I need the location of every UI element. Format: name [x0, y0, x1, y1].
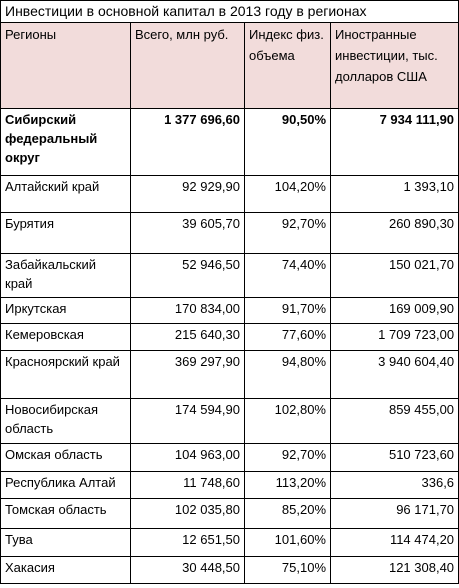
region-cell: Кемеровская — [0, 323, 131, 351]
value-cell: 52 946,50 — [130, 253, 245, 298]
header-row: Регионы Всего, млн руб. Индекс физ. объема… — [0, 22, 459, 109]
value-cell: 102,80% — [244, 398, 331, 444]
table-row: Томская область 102 035,80 85,20% 96 171,70 — [0, 498, 459, 529]
value-cell: 510 723,60 — [329, 443, 459, 472]
column-header: Иностранные инвестиции, тыс. долларов СШ… — [329, 22, 459, 109]
table-row: Алтайский край 92 929,90 104,20% 1 393,10 — [0, 175, 459, 213]
region-cell: Алтайский край — [0, 175, 131, 213]
value-cell: 12 651,50 — [130, 528, 245, 557]
value-cell: 104,20% — [244, 175, 331, 213]
value-cell: 92,70% — [244, 212, 331, 254]
value-cell: 260 890,30 — [329, 212, 459, 254]
table-row: Новосибирская область 174 594,90 102,80% 85… — [0, 398, 459, 444]
table-row: Бурятия 39 605,70 92,70% 260 890,30 — [0, 212, 459, 254]
value-cell: 174 594,90 — [130, 398, 245, 444]
table-row: Республика Алтай 11 748,60 113,20% 336,6 — [0, 471, 459, 499]
value-cell: 1 393,10 — [329, 175, 459, 213]
value-cell: 102 035,80 — [130, 498, 245, 529]
value-cell: 859 455,00 — [329, 398, 459, 444]
value-cell: 169 009,90 — [329, 297, 459, 324]
table-row: Красноярский край 369 297,90 94,80% 3 940 6… — [0, 350, 459, 399]
value-cell: 91,70% — [244, 297, 331, 324]
table-row: Кемеровская 215 640,30 77,60% 1 709 723,00 — [0, 323, 459, 351]
value-cell: 121 308,40 — [329, 556, 459, 584]
value-cell: 101,60% — [244, 528, 331, 557]
table-row: Иркутская 170 834,00 91,70% 169 009,90 — [0, 297, 459, 324]
region-cell: Омская область — [0, 443, 131, 472]
column-header: Всего, млн руб. — [130, 22, 245, 109]
region-cell: Бурятия — [0, 212, 131, 254]
value-cell: 1 377 696,60 — [130, 108, 245, 176]
value-cell: 85,20% — [244, 498, 331, 529]
value-cell: 74,40% — [244, 253, 331, 298]
value-cell: 7 934 111,90 — [329, 108, 459, 176]
value-cell: 39 605,70 — [130, 212, 245, 254]
title-row: Инвестиции в основной капитал в 2013 год… — [0, 0, 459, 23]
region-cell: Томская область — [0, 498, 131, 529]
table-row: Омская область 104 963,00 92,70% 510 723,60 — [0, 443, 459, 472]
value-cell: 94,80% — [244, 350, 331, 399]
value-cell: 215 640,30 — [130, 323, 245, 351]
value-cell: 96 171,70 — [329, 498, 459, 529]
region-cell: Забайкальский край — [0, 253, 131, 298]
region-cell: Иркутская — [0, 297, 131, 324]
region-cell: Тува — [0, 528, 131, 557]
value-cell: 114 474,20 — [329, 528, 459, 557]
region-cell: Красноярский край — [0, 350, 131, 399]
region-cell: Новосибирская область — [0, 398, 131, 444]
value-cell: 113,20% — [244, 471, 331, 499]
value-cell: 11 748,60 — [130, 471, 245, 499]
table-row: Забайкальский край 52 946,50 74,40% 150 021… — [0, 253, 459, 298]
region-cell: Хакасия — [0, 556, 131, 584]
value-cell: 75,10% — [244, 556, 331, 584]
table-row: Тува 12 651,50 101,60% 114 474,20 — [0, 528, 459, 557]
table-row: Сибирский федеральный округ 1 377 696,60 9… — [0, 108, 459, 176]
value-cell: 30 448,50 — [130, 556, 245, 584]
value-cell: 104 963,00 — [130, 443, 245, 472]
region-cell: Сибирский федеральный округ — [0, 108, 131, 176]
value-cell: 3 940 604,40 — [329, 350, 459, 399]
column-header: Регионы — [0, 22, 131, 109]
value-cell: 150 021,70 — [329, 253, 459, 298]
table-row: Хакасия 30 448,50 75,10% 121 308,40 — [0, 556, 459, 584]
value-cell: 92,70% — [244, 443, 331, 472]
value-cell: 336,6 — [329, 471, 459, 499]
column-header: Индекс физ. объема — [244, 22, 331, 109]
value-cell: 1 709 723,00 — [329, 323, 459, 351]
table-title: Инвестиции в основной капитал в 2013 год… — [0, 0, 459, 23]
value-cell: 92 929,90 — [130, 175, 245, 213]
value-cell: 90,50% — [244, 108, 331, 176]
value-cell: 77,60% — [244, 323, 331, 351]
value-cell: 369 297,90 — [130, 350, 245, 399]
value-cell: 170 834,00 — [130, 297, 245, 324]
region-cell: Республика Алтай — [0, 471, 131, 499]
